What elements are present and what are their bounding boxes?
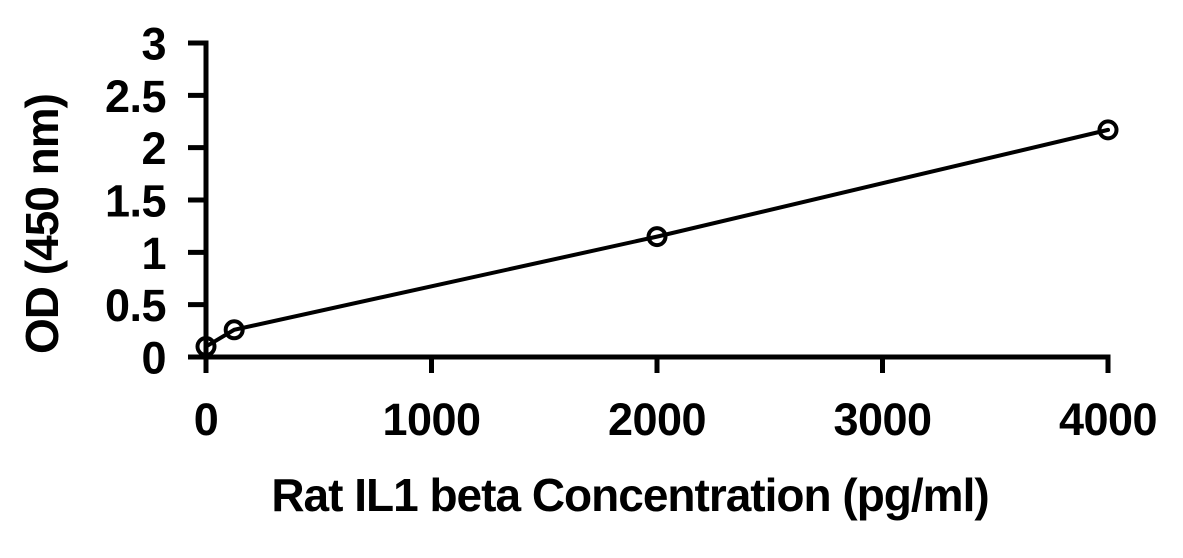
data-point-marker [223, 319, 245, 341]
x-tick-label: 3000 [833, 394, 931, 445]
x-tick-label: 4000 [1059, 394, 1157, 445]
y-tick-label: 3 [141, 19, 166, 70]
x-tick-label: 1000 [382, 394, 480, 445]
data-point-marker [1097, 119, 1119, 141]
series-layer [195, 119, 1119, 358]
x-axis-title: Rat IL1 beta Concentration (pg/ml) [271, 469, 988, 521]
y-axis-title: OD (450 nm) [16, 94, 68, 354]
y-tick-label: 1 [141, 228, 166, 279]
tick-label-layer: 00.511.522.530 1000 2000 3000 4000 [105, 19, 1158, 446]
y-tick-label: 2.5 [105, 71, 166, 122]
data-point-marker [646, 226, 668, 248]
y-tick-label: 0.5 [105, 280, 166, 331]
x-tick-label: 0 [194, 394, 219, 445]
series-line [204, 127, 1110, 349]
axes-layer [188, 40, 1111, 373]
data-point-marker [195, 336, 217, 358]
y-tick-label: 0 [141, 333, 166, 384]
y-tick-label: 1.5 [105, 176, 166, 227]
x-tick-label: 2000 [608, 394, 706, 445]
y-tick-label: 2 [141, 123, 166, 174]
